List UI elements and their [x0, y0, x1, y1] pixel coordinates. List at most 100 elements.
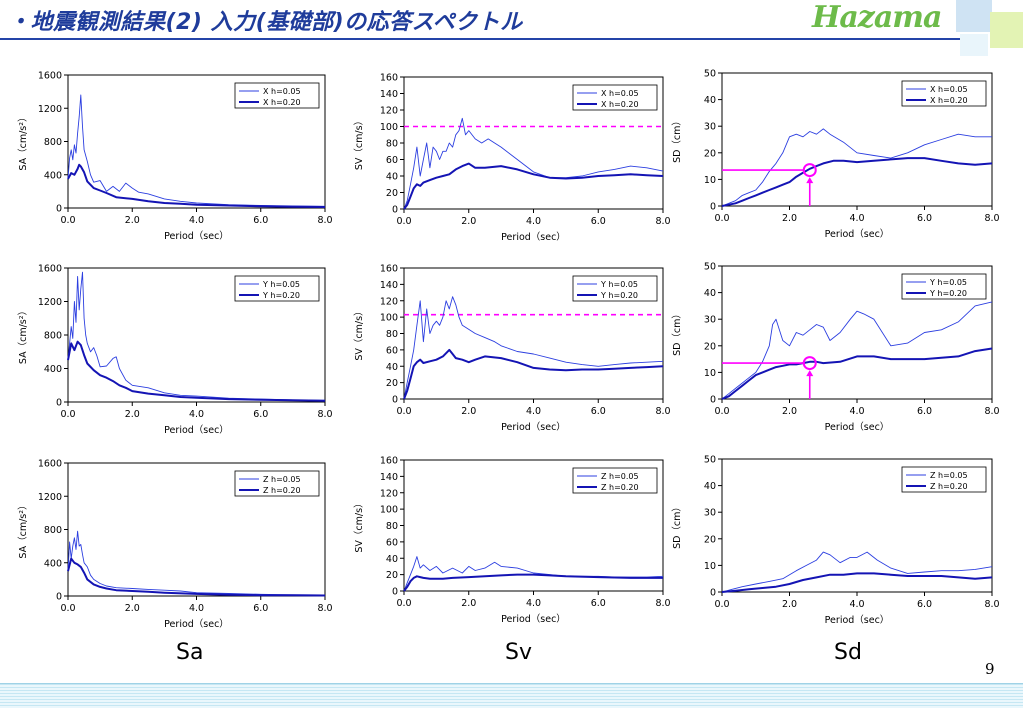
page-title: ・地震観測結果(2) 入力(基礎部)の応答スペクトル [8, 10, 523, 35]
y-tick-label: 50 [704, 455, 716, 466]
y-tick-label: 30 [704, 315, 716, 326]
chart-panel: 0 400 800 1200 1600 0.0 2.0 4.0 6.0 8.0 Period（sec… [17, 459, 333, 631]
x-axis-label: Period（sec） [164, 424, 229, 436]
x-axis-label: Period（sec） [501, 613, 566, 625]
y-tick-label: 60 [386, 155, 398, 166]
logo-decoration-square [990, 12, 1023, 48]
y-tick-label: 40 [704, 95, 716, 106]
y-tick-label: 120 [380, 296, 398, 307]
y-tick-label: 10 [704, 175, 716, 186]
series-line [67, 557, 326, 597]
logo-decoration-square [960, 34, 988, 56]
y-tick-label: 20 [386, 188, 398, 199]
y-axis-label: SA（cm/s²） [17, 306, 29, 364]
x-axis-label: Period（sec） [825, 614, 890, 626]
y-tick-label: 0 [56, 398, 62, 409]
y-tick-label: 40 [386, 172, 398, 183]
y-tick-label: 1600 [38, 264, 62, 275]
series-line [721, 347, 993, 400]
y-tick-label: 0 [710, 588, 716, 599]
legend-label: Z h=0.20 [263, 486, 301, 495]
series-line [403, 348, 664, 400]
x-axis-label: Period（sec） [164, 230, 229, 242]
x-tick-label: 8.0 [984, 406, 999, 417]
y-tick-label: 30 [704, 122, 716, 133]
x-tick-label: 6.0 [917, 213, 932, 224]
x-tick-label: 0.0 [396, 598, 411, 609]
y-tick-label: 160 [380, 456, 398, 467]
chart-panel: 0 400 800 1200 1600 0.0 2.0 4.0 6.0 8.0 Period（sec… [17, 71, 333, 243]
x-tick-label: 2.0 [125, 215, 140, 226]
column-label-sa: Sa [176, 640, 204, 665]
marker-arrowhead [806, 370, 814, 377]
legend-label: Y h=0.20 [600, 291, 638, 300]
x-tick-label: 0.0 [714, 599, 729, 610]
y-axis-label: SV（cm/s） [353, 116, 365, 170]
footer-divider [0, 683, 1023, 684]
y-tick-label: 0 [392, 587, 398, 598]
chart-panel: 0 10 20 30 40 50 0.0 2.0 4.0 6.0 8.0 Period（sec） SD（… [671, 262, 1000, 434]
x-tick-label: 8.0 [984, 213, 999, 224]
x-tick-label: 8.0 [984, 599, 999, 610]
x-tick-label: 2.0 [125, 603, 140, 614]
series-line [403, 573, 663, 592]
x-tick-label: 4.0 [849, 599, 864, 610]
y-tick-label: 10 [704, 561, 716, 572]
chart-panel: 0 20 40 60 80 100 120 140 160 0.0 2.0 4.0 6.0 8.0 Peri… [353, 73, 671, 244]
x-tick-label: 4.0 [526, 598, 541, 609]
legend-box [234, 275, 320, 302]
legend-label: Y h=0.20 [929, 289, 967, 298]
y-tick-label: 100 [380, 122, 398, 133]
chart-panel: 0 400 800 1200 1600 0.0 2.0 4.0 6.0 8.0 Period（sec… [17, 264, 333, 437]
x-tick-label: 6.0 [917, 599, 932, 610]
y-axis-label: SA（cm/s²） [17, 112, 29, 170]
x-tick-label: 0.0 [396, 216, 411, 227]
footer-band [0, 684, 1023, 708]
y-axis-label: SV（cm/s） [353, 306, 365, 360]
x-tick-label: 6.0 [253, 409, 268, 420]
legend-box [901, 80, 987, 107]
y-tick-label: 0 [56, 204, 62, 215]
y-tick-label: 0 [392, 395, 398, 406]
y-tick-label: 120 [380, 106, 398, 117]
series-line [67, 271, 326, 401]
x-tick-label: 8.0 [655, 216, 670, 227]
y-tick-label: 80 [386, 521, 398, 532]
x-tick-label: 6.0 [591, 216, 606, 227]
y-tick-label: 400 [44, 170, 62, 181]
y-tick-label: 400 [44, 364, 62, 375]
series-line [67, 340, 326, 402]
chart-panel: 0 10 20 30 40 50 0.0 2.0 4.0 6.0 8.0 Period（sec） SD（… [671, 455, 1000, 627]
x-tick-label: 6.0 [591, 406, 606, 417]
y-tick-label: 40 [386, 554, 398, 565]
x-tick-label: 2.0 [125, 409, 140, 420]
title-divider [0, 38, 960, 40]
logo-decoration-square [956, 0, 992, 32]
legend-label: Z h=0.20 [930, 482, 968, 491]
y-tick-label: 160 [380, 73, 398, 84]
y-tick-label: 140 [380, 472, 398, 483]
y-tick-label: 400 [44, 558, 62, 569]
x-tick-label: 6.0 [917, 406, 932, 417]
column-label-sd: Sd [834, 640, 862, 665]
x-tick-label: 4.0 [849, 213, 864, 224]
legend-label: Y h=0.05 [600, 280, 638, 289]
y-axis-label: SD（cm） [671, 309, 683, 356]
y-tick-label: 0 [392, 205, 398, 216]
marker-arrowhead [806, 177, 814, 184]
x-tick-label: 2.0 [461, 216, 476, 227]
y-tick-label: 0 [56, 592, 62, 603]
marker-circle [802, 163, 817, 178]
chart-panel: 0 10 20 30 40 50 0.0 2.0 4.0 6.0 8.0 Period（sec） SD（… [671, 69, 1000, 241]
column-label-sv: Sv [505, 640, 532, 665]
legend-label: Z h=0.05 [601, 472, 639, 481]
y-tick-label: 0 [710, 395, 716, 406]
x-tick-label: 0.0 [60, 215, 75, 226]
y-tick-label: 120 [380, 488, 398, 499]
y-axis-label: SA（cm/s²） [17, 500, 29, 558]
legend-label: X h=0.20 [601, 100, 639, 109]
legend-box [572, 275, 658, 302]
y-tick-label: 40 [704, 481, 716, 492]
x-tick-label: 4.0 [849, 406, 864, 417]
legend-box [572, 84, 658, 111]
